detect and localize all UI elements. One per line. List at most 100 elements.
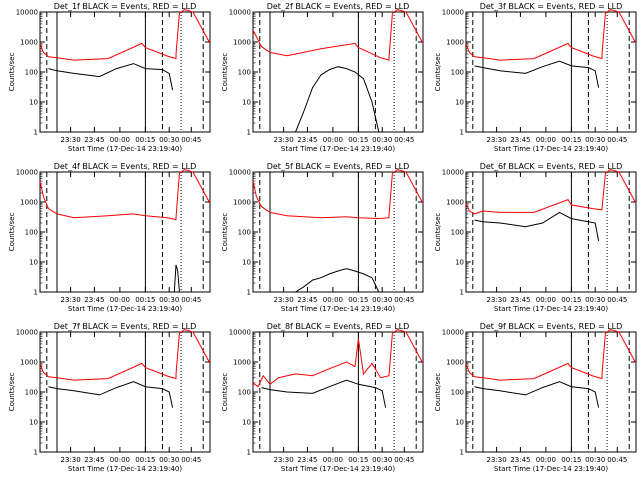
chart-panel-1: Det_1f BLACK = Events, RED = LLD 1 10 100 10… bbox=[8, 2, 211, 153]
y-tick-label: 1000 bbox=[233, 199, 251, 207]
y-tick-label: 1000 bbox=[20, 39, 38, 47]
y-tick-label: 1000 bbox=[233, 359, 251, 367]
y-tick-label: 100 bbox=[238, 389, 251, 397]
y-tick-label: 10000 bbox=[442, 9, 464, 17]
x-tick-label: 23:30 bbox=[61, 456, 81, 464]
series-events bbox=[48, 381, 174, 408]
chart-panel-4: Det_4f BLACK = Events, RED = LLD 1 10 100 10… bbox=[8, 162, 211, 313]
y-tick-label: 100 bbox=[451, 389, 464, 397]
chart-title: Det_6f BLACK = Events, RED = LLD bbox=[480, 162, 623, 171]
y-tick-label: 10000 bbox=[16, 329, 38, 337]
plot-frame bbox=[465, 331, 637, 453]
y-tick-label: 1000 bbox=[233, 39, 251, 47]
x-tick-label: 00:45 bbox=[607, 296, 627, 304]
y-tick-label: 100 bbox=[238, 69, 251, 77]
chart-title: Det_3f BLACK = Events, RED = LLD bbox=[480, 2, 623, 11]
y-axis-label: Counts/sec bbox=[434, 213, 442, 252]
y-tick-label: 10000 bbox=[16, 9, 38, 17]
y-axis-label: Counts/sec bbox=[221, 213, 229, 252]
x-tick-label: 00:45 bbox=[394, 136, 414, 144]
x-tick-label: 23:30 bbox=[61, 296, 81, 304]
y-axis-label: Counts/sec bbox=[8, 373, 16, 412]
series-lld bbox=[252, 9, 424, 61]
chart-panel-5: Det_5f BLACK = Events, RED = LLD 1 10 100 10… bbox=[221, 162, 424, 313]
y-axis-label: Counts/sec bbox=[434, 373, 442, 412]
x-tick-label: 00:15 bbox=[348, 136, 368, 144]
y-tick-label: 1000 bbox=[446, 359, 464, 367]
x-tick-label: 00:00 bbox=[323, 296, 343, 304]
x-tick-label: 00:15 bbox=[561, 136, 581, 144]
x-tick-label: 00:00 bbox=[110, 296, 130, 304]
series-events bbox=[474, 381, 600, 408]
x-axis-label: Start Time (17-Dec-14 23:19:40) bbox=[68, 305, 182, 313]
x-tick-label: 23:30 bbox=[487, 296, 507, 304]
plot-frame bbox=[252, 171, 424, 293]
x-tick-label: 00:15 bbox=[348, 296, 368, 304]
x-tick-label: 00:00 bbox=[536, 296, 556, 304]
plot-frame bbox=[465, 11, 637, 133]
y-tick-label: 10 bbox=[455, 259, 464, 267]
series-lld bbox=[465, 9, 637, 61]
x-tick-label: 00:30 bbox=[372, 456, 392, 464]
plot-frame bbox=[252, 11, 424, 133]
x-tick-label: 00:30 bbox=[159, 456, 179, 464]
y-axis-label: Counts/sec bbox=[434, 53, 442, 92]
x-tick-label: 00:30 bbox=[585, 136, 605, 144]
x-tick-label: 23:45 bbox=[84, 136, 104, 144]
series-lld bbox=[465, 169, 637, 215]
chart-title: Det_9f BLACK = Events, RED = LLD bbox=[480, 322, 623, 331]
y-tick-label: 100 bbox=[451, 229, 464, 237]
series-events bbox=[474, 60, 600, 88]
plot-frame bbox=[39, 171, 211, 293]
y-tick-label: 10 bbox=[29, 99, 38, 107]
series-events bbox=[474, 211, 600, 242]
x-tick-label: 23:30 bbox=[274, 296, 294, 304]
series-lld bbox=[39, 169, 211, 221]
x-tick-label: 00:30 bbox=[585, 456, 605, 464]
x-tick-label: 23:45 bbox=[510, 136, 530, 144]
y-tick-label: 100 bbox=[25, 69, 38, 77]
y-tick-label: 10000 bbox=[229, 169, 251, 177]
y-tick-label: 10 bbox=[242, 419, 251, 427]
x-tick-label: 00:00 bbox=[323, 456, 343, 464]
x-tick-label: 00:00 bbox=[110, 136, 130, 144]
x-tick-label: 00:45 bbox=[607, 136, 627, 144]
x-axis-label: Start Time (17-Dec-14 23:19:40) bbox=[68, 145, 182, 153]
x-tick-label: 23:30 bbox=[61, 136, 81, 144]
y-tick-label: 1 bbox=[460, 129, 464, 137]
chart-title: Det_7f BLACK = Events, RED = LLD bbox=[54, 322, 197, 331]
x-tick-label: 00:15 bbox=[348, 456, 368, 464]
y-axis-label: Counts/sec bbox=[221, 373, 229, 412]
y-tick-label: 1 bbox=[34, 129, 38, 137]
y-tick-label: 10 bbox=[29, 419, 38, 427]
x-tick-label: 00:45 bbox=[394, 296, 414, 304]
y-tick-label: 10 bbox=[29, 259, 38, 267]
plot-frame bbox=[39, 331, 211, 453]
x-axis-label: Start Time (17-Dec-14 23:19:40) bbox=[68, 465, 182, 473]
y-tick-label: 1 bbox=[460, 289, 464, 297]
x-tick-label: 00:15 bbox=[135, 456, 155, 464]
y-tick-label: 1000 bbox=[20, 359, 38, 367]
chart-panel-9: Det_9f BLACK = Events, RED = LLD 1 10 100 10… bbox=[434, 322, 637, 473]
chart-title: Det_4f BLACK = Events, RED = LLD bbox=[54, 162, 197, 171]
x-tick-label: 00:15 bbox=[561, 456, 581, 464]
x-axis-label: Start Time (17-Dec-14 23:19:40) bbox=[281, 465, 395, 473]
y-tick-label: 100 bbox=[238, 229, 251, 237]
x-tick-label: 23:45 bbox=[84, 456, 104, 464]
series-lld bbox=[252, 169, 424, 220]
y-axis-label: Counts/sec bbox=[8, 213, 16, 252]
y-tick-label: 10000 bbox=[229, 329, 251, 337]
y-tick-label: 10000 bbox=[442, 329, 464, 337]
y-tick-label: 10000 bbox=[442, 169, 464, 177]
x-tick-label: 00:45 bbox=[607, 456, 627, 464]
y-tick-label: 1000 bbox=[20, 199, 38, 207]
x-tick-label: 00:15 bbox=[135, 136, 155, 144]
x-tick-label: 00:45 bbox=[181, 136, 201, 144]
y-tick-label: 1000 bbox=[446, 39, 464, 47]
series-events bbox=[173, 264, 180, 293]
x-tick-label: 00:00 bbox=[536, 136, 556, 144]
series-lld bbox=[252, 329, 424, 388]
chart-title: Det_5f BLACK = Events, RED = LLD bbox=[267, 162, 410, 171]
x-tick-label: 23:30 bbox=[274, 136, 294, 144]
y-tick-label: 1 bbox=[460, 449, 464, 457]
